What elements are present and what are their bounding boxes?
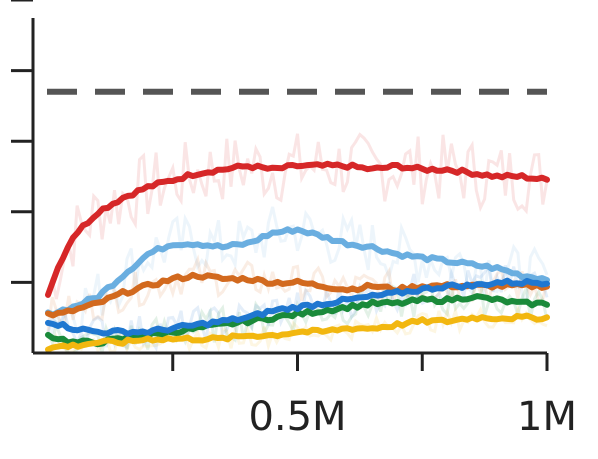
axis-ticks: 0.5M 1M — [11, 0, 577, 440]
series-3-line — [45, 293, 550, 348]
axes — [31, 18, 547, 355]
x-tick-label-4: 1M — [517, 394, 577, 440]
series-1-line — [45, 226, 550, 318]
series-0-raw-trace — [46, 132, 549, 300]
series-4-line — [45, 277, 550, 337]
series-0-line — [45, 160, 550, 298]
series-3-raw-trace — [46, 279, 549, 355]
x-tick-label-2: 0.5M — [248, 394, 346, 440]
series-lines — [45, 160, 550, 353]
series-5-line — [45, 312, 550, 353]
